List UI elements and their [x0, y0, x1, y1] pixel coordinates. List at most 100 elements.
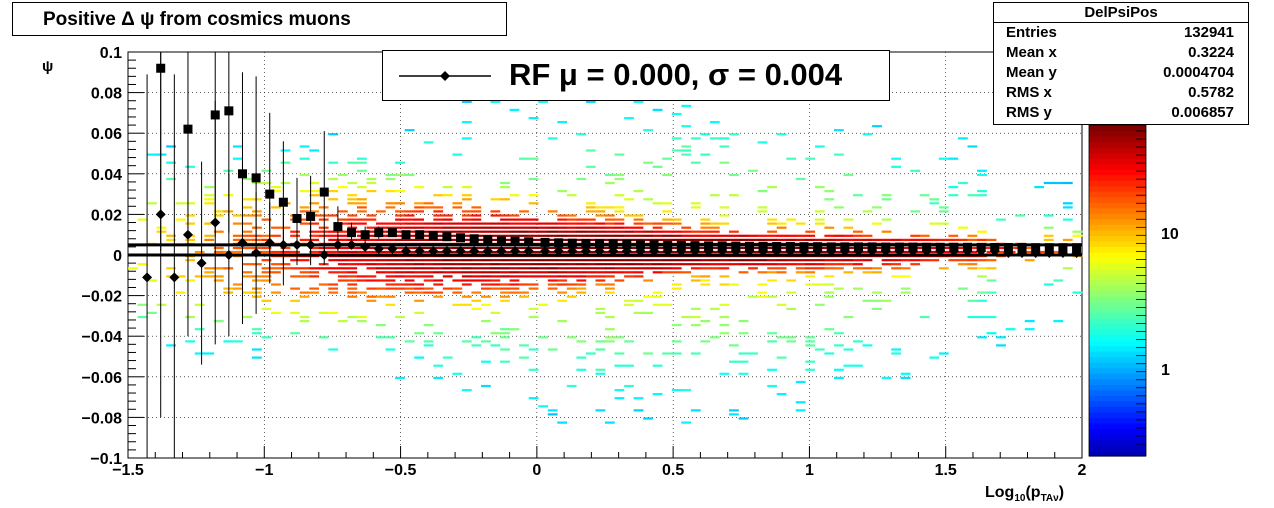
data-point-square	[265, 189, 275, 199]
heatmap-cell	[910, 238, 921, 241]
heatmap-cell	[557, 226, 568, 229]
heatmap-cell	[481, 320, 491, 323]
heatmap-cell	[442, 214, 453, 217]
heatmap-cell	[328, 230, 339, 233]
heatmap-cell	[147, 202, 157, 205]
heatmap-cell	[557, 222, 568, 225]
heatmap-cell	[261, 279, 272, 282]
data-point-diamond	[264, 237, 275, 248]
heatmap-cell	[690, 275, 701, 278]
heatmap-cell	[929, 202, 940, 205]
heatmap-cell	[776, 356, 787, 359]
data-point-square	[292, 213, 302, 223]
heatmap-cell	[967, 238, 978, 241]
heatmap-cell	[652, 202, 663, 205]
heatmap-cell	[347, 263, 358, 266]
heatmap-cell	[690, 161, 701, 164]
heatmap-cell	[366, 299, 377, 302]
heatmap-cell	[395, 226, 405, 229]
heatmap-cell	[757, 190, 768, 193]
heatmap-cell	[1062, 238, 1073, 241]
colorbar-band	[1089, 417, 1146, 424]
heatmap-cell	[528, 307, 539, 310]
heatmap-cell	[681, 230, 692, 233]
heatmap-cell	[471, 214, 482, 217]
heatmap-cell	[872, 206, 882, 209]
heatmap-cell	[757, 234, 768, 237]
heatmap-cell	[500, 267, 510, 270]
heatmap-cell	[461, 121, 472, 124]
heatmap-cell	[242, 198, 253, 201]
heatmap-cell	[633, 222, 644, 225]
heatmap-cell	[185, 259, 195, 262]
heatmap-cell	[366, 234, 377, 237]
heatmap-cell	[748, 352, 758, 355]
heatmap-cell	[814, 259, 825, 262]
heatmap-cell	[967, 194, 978, 197]
data-point-square	[663, 240, 673, 250]
heatmap-cell	[595, 275, 606, 278]
data-point-square	[1058, 243, 1068, 253]
heatmap-cell	[414, 287, 424, 290]
heatmap-cell	[185, 238, 195, 241]
heatmap-cell	[891, 267, 901, 270]
heatmap-cell	[862, 267, 873, 270]
heatmap-cell	[309, 287, 320, 290]
heatmap-cell	[614, 210, 625, 213]
heatmap-cell	[223, 194, 234, 197]
heatmap-cell	[509, 267, 520, 270]
stats-value: 0.006857	[1171, 104, 1234, 121]
heatmap-cell	[834, 332, 844, 335]
heatmap-cell	[624, 267, 634, 270]
heatmap-cell	[776, 250, 787, 254]
heatmap-cell	[461, 198, 472, 201]
heatmap-cell	[595, 263, 606, 266]
heatmap-cell	[709, 222, 720, 225]
data-point-diamond	[989, 245, 1000, 256]
heatmap-cell	[881, 198, 892, 201]
heatmap-cell	[328, 177, 339, 181]
heatmap-cell	[547, 226, 558, 229]
heatmap-cell	[175, 202, 186, 205]
colorbar-band	[1089, 169, 1146, 176]
heatmap-cell	[900, 259, 911, 262]
heatmap-cell	[843, 263, 854, 266]
heatmap-cell	[271, 206, 281, 209]
heatmap-cell	[681, 315, 692, 319]
heatmap-cell	[366, 246, 377, 250]
heatmap-cell	[547, 230, 558, 233]
data-point-square	[469, 234, 479, 244]
heatmap-cell	[690, 202, 701, 205]
heatmap-cell	[357, 169, 367, 172]
data-point-diamond	[482, 245, 493, 256]
data-point-square	[649, 240, 659, 250]
data-point-square	[524, 237, 534, 247]
heatmap-cell	[252, 210, 262, 213]
heatmap-cell	[366, 275, 377, 278]
heatmap-cell	[194, 352, 205, 355]
heatmap-cell	[528, 275, 539, 278]
heatmap-cell	[347, 161, 358, 164]
heatmap-cell	[328, 234, 339, 237]
data-point-diamond	[730, 245, 741, 256]
heatmap-cell	[729, 133, 739, 136]
heatmap-cell	[490, 230, 501, 233]
heatmap-cell	[347, 202, 358, 205]
heatmap-cell	[509, 214, 520, 217]
heatmap-cell	[576, 340, 587, 343]
heatmap-cell	[490, 279, 501, 282]
heatmap-cell	[452, 246, 463, 250]
heatmap-cell	[605, 218, 615, 221]
heatmap-cell	[958, 250, 968, 254]
heatmap-cell	[996, 344, 1006, 347]
data-point-diamond	[1003, 247, 1014, 258]
heatmap-cell	[461, 226, 472, 229]
heatmap-cell	[605, 230, 615, 233]
heatmap-cell	[357, 291, 367, 294]
heatmap-cell	[452, 279, 463, 282]
heatmap-cell	[299, 206, 310, 209]
heatmap-cell	[690, 279, 701, 282]
heatmap-cell	[509, 283, 520, 286]
heatmap-cell	[738, 238, 749, 241]
